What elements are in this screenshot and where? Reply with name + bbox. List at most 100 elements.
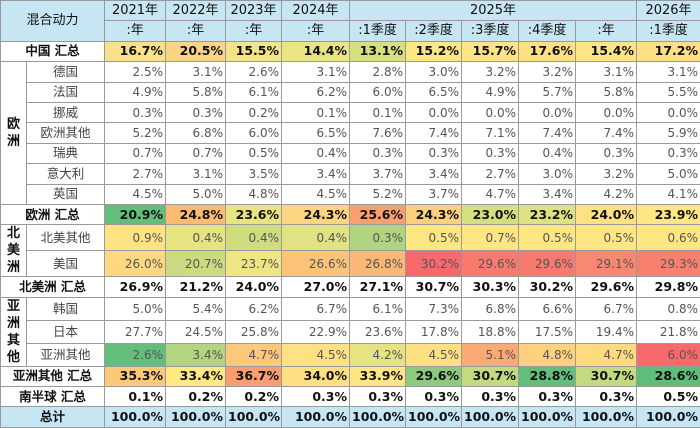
region-group-text: 北美洲 bbox=[7, 225, 21, 276]
value-cell: 27.7% bbox=[105, 320, 166, 343]
value-cell: 29.6% bbox=[406, 366, 462, 386]
region-group-text: 亚洲其他 bbox=[7, 298, 21, 366]
value-cell: 30.2% bbox=[406, 251, 462, 277]
value-cell: 0.1% bbox=[105, 387, 166, 407]
value-cell: 4.2% bbox=[576, 184, 637, 204]
value-cell: 0.5% bbox=[226, 143, 282, 163]
header-period: :年 bbox=[166, 21, 226, 41]
value-cell: 6.1% bbox=[226, 82, 282, 102]
value-cell: 26.6% bbox=[282, 251, 350, 277]
value-cell: 0.3% bbox=[406, 387, 462, 407]
value-cell: 5.2% bbox=[350, 184, 406, 204]
value-cell: 0.0% bbox=[637, 102, 700, 122]
value-cell: 5.9% bbox=[637, 123, 700, 143]
value-cell: 3.7% bbox=[350, 164, 406, 184]
value-cell: 24.3% bbox=[282, 204, 350, 224]
value-cell: 3.4% bbox=[166, 343, 226, 366]
row-label: 挪威 bbox=[27, 102, 105, 122]
value-cell: 26.8% bbox=[350, 251, 406, 277]
value-cell: 17.8% bbox=[406, 320, 462, 343]
value-cell: 4.8% bbox=[226, 184, 282, 204]
value-cell: 6.1% bbox=[350, 297, 406, 320]
value-cell: 0.9% bbox=[105, 225, 166, 251]
value-cell: 14.4% bbox=[282, 41, 350, 61]
header-year: 2026年 bbox=[637, 1, 700, 21]
row-label: 中国 汇总 bbox=[1, 41, 105, 61]
value-cell: 0.7% bbox=[462, 225, 519, 251]
value-cell: 20.7% bbox=[166, 251, 226, 277]
value-cell: 24.0% bbox=[226, 277, 282, 297]
value-cell: 0.4% bbox=[282, 143, 350, 163]
value-cell: 0.2% bbox=[166, 387, 226, 407]
value-cell: 5.5% bbox=[637, 82, 700, 102]
value-cell: 25.8% bbox=[226, 320, 282, 343]
value-cell: 100.0% bbox=[226, 407, 282, 427]
value-cell: 3.4% bbox=[406, 164, 462, 184]
value-cell: 2.6% bbox=[226, 62, 282, 82]
value-cell: 23.9% bbox=[637, 204, 700, 224]
value-cell: 29.8% bbox=[637, 277, 700, 297]
value-cell: 29.6% bbox=[462, 251, 519, 277]
value-cell: 7.4% bbox=[519, 123, 576, 143]
value-cell: 3.1% bbox=[282, 62, 350, 82]
value-cell: 4.5% bbox=[105, 184, 166, 204]
value-cell: 7.1% bbox=[462, 123, 519, 143]
value-cell: 35.3% bbox=[105, 366, 166, 386]
value-cell: 24.5% bbox=[166, 320, 226, 343]
header-period: :年 bbox=[282, 21, 350, 41]
row-label: 日本 bbox=[27, 320, 105, 343]
value-cell: 4.7% bbox=[576, 343, 637, 366]
value-cell: 17.6% bbox=[519, 41, 576, 61]
value-cell: 23.6% bbox=[226, 204, 282, 224]
value-cell: 30.7% bbox=[406, 277, 462, 297]
value-cell: 5.0% bbox=[637, 164, 700, 184]
value-cell: 4.5% bbox=[406, 343, 462, 366]
value-cell: 17.5% bbox=[519, 320, 576, 343]
value-cell: 3.1% bbox=[637, 62, 700, 82]
value-cell: 0.1% bbox=[350, 102, 406, 122]
value-cell: 6.8% bbox=[166, 123, 226, 143]
value-cell: 27.1% bbox=[350, 277, 406, 297]
value-cell: 3.2% bbox=[576, 164, 637, 184]
value-cell: 6.2% bbox=[282, 82, 350, 102]
value-cell: 29.6% bbox=[576, 277, 637, 297]
value-cell: 20.5% bbox=[166, 41, 226, 61]
table-title: 混合动力 bbox=[1, 1, 105, 42]
value-cell: 0.4% bbox=[166, 225, 226, 251]
value-cell: 13.1% bbox=[350, 41, 406, 61]
value-cell: 0.3% bbox=[462, 143, 519, 163]
value-cell: 0.3% bbox=[576, 143, 637, 163]
value-cell: 2.8% bbox=[350, 62, 406, 82]
value-cell: 6.0% bbox=[350, 82, 406, 102]
row-label: 法国 bbox=[27, 82, 105, 102]
value-cell: 0.3% bbox=[282, 387, 350, 407]
value-cell: 3.7% bbox=[406, 184, 462, 204]
value-cell: 26.0% bbox=[105, 251, 166, 277]
value-cell: 0.2% bbox=[226, 102, 282, 122]
value-cell: 33.9% bbox=[350, 366, 406, 386]
value-cell: 21.2% bbox=[166, 277, 226, 297]
header-year: 2025年 bbox=[350, 1, 637, 21]
value-cell: 3.0% bbox=[406, 62, 462, 82]
value-cell: 0.8% bbox=[637, 297, 700, 320]
value-cell: 0.5% bbox=[637, 387, 700, 407]
value-cell: 30.7% bbox=[576, 366, 637, 386]
value-cell: 33.4% bbox=[166, 366, 226, 386]
value-cell: 6.0% bbox=[637, 343, 700, 366]
value-cell: 5.0% bbox=[166, 184, 226, 204]
row-label: 总计 bbox=[1, 407, 105, 427]
value-cell: 100.0% bbox=[105, 407, 166, 427]
row-label: 英国 bbox=[27, 184, 105, 204]
value-cell: 0.7% bbox=[105, 143, 166, 163]
value-cell: 3.4% bbox=[519, 184, 576, 204]
value-cell: 6.2% bbox=[226, 297, 282, 320]
